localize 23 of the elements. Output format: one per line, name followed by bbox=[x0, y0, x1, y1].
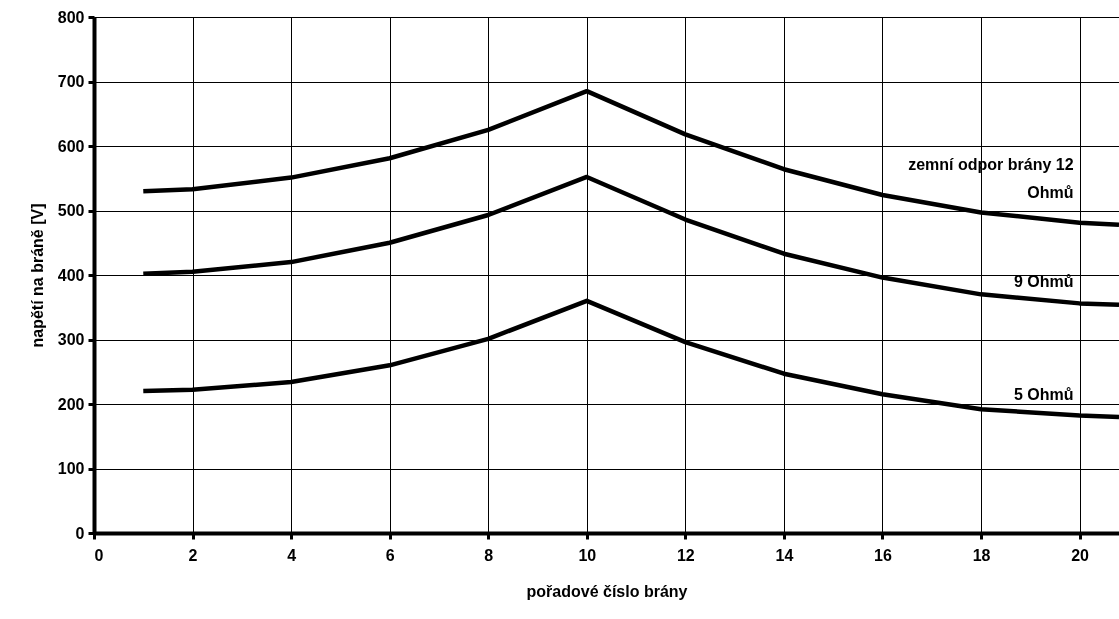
y-tick-label: 100 bbox=[57, 460, 85, 477]
y-tick-label: 600 bbox=[57, 137, 85, 155]
series-label: 5 Ohmů bbox=[1014, 385, 1074, 403]
x-tick-label: 14 bbox=[775, 546, 794, 564]
y-tick-label: 300 bbox=[57, 331, 85, 348]
y-tick-label: 700 bbox=[57, 73, 85, 90]
x-tick-label: 20 bbox=[1071, 546, 1090, 564]
x-tick-label: 12 bbox=[676, 546, 695, 564]
x-tick-label: 8 bbox=[484, 546, 494, 564]
x-tick-label: 2 bbox=[188, 546, 198, 564]
y-tick-label: 200 bbox=[57, 395, 85, 413]
y-tick-label: 500 bbox=[57, 202, 85, 219]
y-axis-title: napětí na bráně [V] bbox=[28, 203, 46, 348]
x-tick-label: 4 bbox=[287, 546, 297, 564]
y-tick-label: 400 bbox=[57, 266, 85, 284]
x-tick-label: 18 bbox=[972, 546, 991, 564]
x-tick-label: 0 bbox=[94, 546, 104, 564]
y-tick-label: 800 bbox=[57, 8, 85, 26]
y-tick-label: 0 bbox=[75, 524, 85, 542]
x-tick-label: 16 bbox=[874, 546, 892, 564]
x-tick-label: 6 bbox=[385, 546, 395, 564]
x-axis-title: pořadové číslo brány bbox=[526, 582, 688, 600]
x-tick-label: 10 bbox=[578, 546, 597, 564]
